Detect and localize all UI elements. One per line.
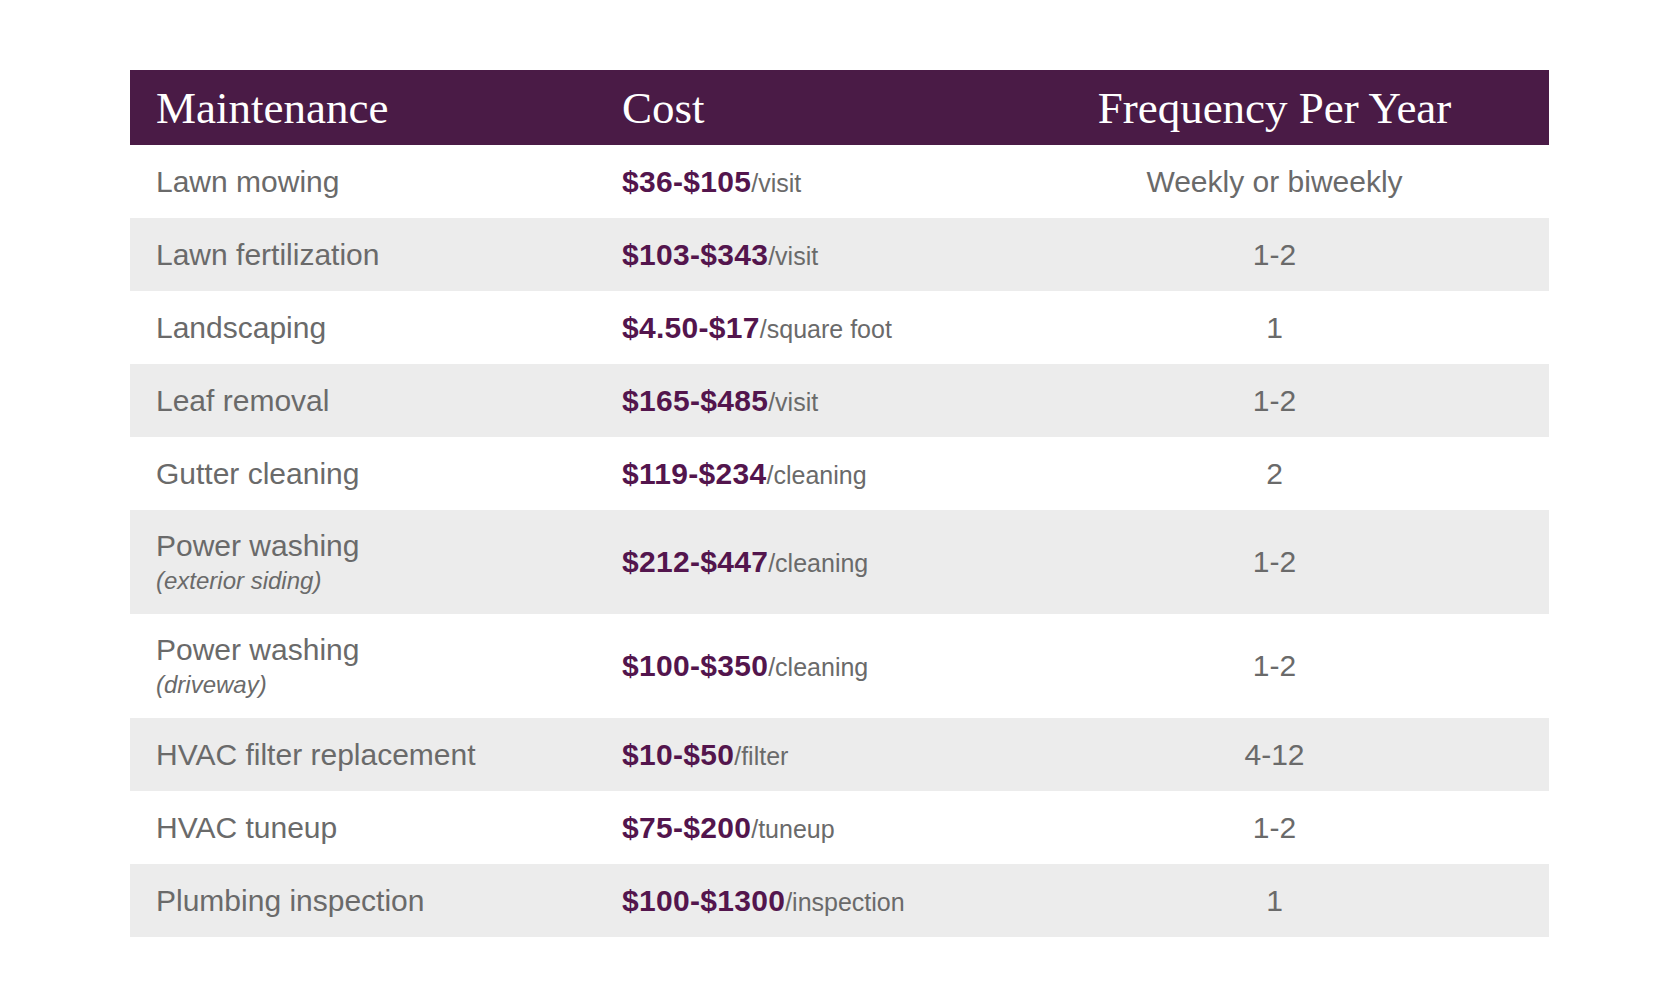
frequency-cell: Weekly or biweekly [1000, 165, 1549, 199]
cost-range: $4.50-$17 [622, 311, 760, 344]
table-row: Landscaping $4.50-$17/square foot 1 [130, 291, 1549, 364]
maintenance-cell: Landscaping [130, 310, 600, 346]
cost-range: $10-$50 [622, 738, 734, 771]
cost-range: $212-$447 [622, 545, 768, 578]
maintenance-cell: Leaf removal [130, 383, 600, 419]
cost-unit: /inspection [785, 888, 905, 916]
cost-unit: /visit [768, 242, 818, 270]
cost-unit: /cleaning [768, 549, 868, 577]
cost-range: $36-$105 [622, 165, 751, 198]
frequency-cell: 1 [1000, 884, 1549, 918]
frequency-cell: 1-2 [1000, 238, 1549, 272]
cost-range: $100-$1300 [622, 884, 785, 917]
table-row: HVAC filter replacement $10-$50/filter 4… [130, 718, 1549, 791]
table-row: Plumbing inspection $100-$1300/inspectio… [130, 864, 1549, 937]
maintenance-name: Lawn mowing [156, 164, 600, 200]
cost-cell: $212-$447/cleaning [600, 545, 1000, 579]
cost-range: $103-$343 [622, 238, 768, 271]
maintenance-name: Power washing [156, 632, 600, 668]
maintenance-name: Plumbing inspection [156, 883, 600, 919]
cost-unit: /cleaning [768, 653, 868, 681]
table-row: HVAC tuneup $75-$200/tuneup 1-2 [130, 791, 1549, 864]
maintenance-name: Lawn fertilization [156, 237, 600, 273]
column-header-frequency: Frequency Per Year [1000, 82, 1549, 134]
cost-unit: /visit [751, 169, 801, 197]
table-row: Lawn fertilization $103-$343/visit 1-2 [130, 218, 1549, 291]
cost-range: $100-$350 [622, 649, 768, 682]
frequency-cell: 1-2 [1000, 649, 1549, 683]
cost-cell: $100-$350/cleaning [600, 649, 1000, 683]
maintenance-subnote: (driveway) [156, 671, 600, 700]
frequency-cell: 1-2 [1000, 384, 1549, 418]
table-header-row: Maintenance Cost Frequency Per Year [130, 70, 1549, 145]
maintenance-cell: HVAC tuneup [130, 810, 600, 846]
column-header-maintenance: Maintenance [130, 82, 600, 134]
cost-cell: $36-$105/visit [600, 165, 1000, 199]
cost-range: $75-$200 [622, 811, 751, 844]
frequency-cell: 1-2 [1000, 811, 1549, 845]
table-row: Leaf removal $165-$485/visit 1-2 [130, 364, 1549, 437]
maintenance-cost-table: Maintenance Cost Frequency Per Year Lawn… [130, 70, 1549, 937]
maintenance-name: Gutter cleaning [156, 456, 600, 492]
column-header-cost: Cost [600, 82, 1000, 134]
cost-unit: /tuneup [751, 815, 834, 843]
frequency-cell: 1 [1000, 311, 1549, 345]
cost-unit: /filter [734, 742, 788, 770]
table-row: Gutter cleaning $119-$234/cleaning 2 [130, 437, 1549, 510]
table-row: Power washing (exterior siding) $212-$44… [130, 510, 1549, 614]
maintenance-cell: Power washing (driveway) [130, 632, 600, 700]
maintenance-cell: Lawn mowing [130, 164, 600, 200]
cost-cell: $165-$485/visit [600, 384, 1000, 418]
maintenance-name: Landscaping [156, 310, 600, 346]
cost-unit: /cleaning [767, 461, 867, 489]
frequency-cell: 1-2 [1000, 545, 1549, 579]
maintenance-cell: Gutter cleaning [130, 456, 600, 492]
frequency-cell: 4-12 [1000, 738, 1549, 772]
maintenance-cell: Lawn fertilization [130, 237, 600, 273]
cost-cell: $4.50-$17/square foot [600, 311, 1000, 345]
cost-cell: $75-$200/tuneup [600, 811, 1000, 845]
cost-cell: $119-$234/cleaning [600, 457, 1000, 491]
cost-cell: $103-$343/visit [600, 238, 1000, 272]
cost-cell: $10-$50/filter [600, 738, 1000, 772]
maintenance-name: Leaf removal [156, 383, 600, 419]
maintenance-subnote: (exterior siding) [156, 567, 600, 596]
cost-range: $165-$485 [622, 384, 768, 417]
cost-cell: $100-$1300/inspection [600, 884, 1000, 918]
cost-unit: /visit [768, 388, 818, 416]
maintenance-name: HVAC filter replacement [156, 737, 600, 773]
maintenance-cell: Plumbing inspection [130, 883, 600, 919]
maintenance-cell: Power washing (exterior siding) [130, 528, 600, 596]
frequency-cell: 2 [1000, 457, 1549, 491]
maintenance-cell: HVAC filter replacement [130, 737, 600, 773]
maintenance-name: HVAC tuneup [156, 810, 600, 846]
maintenance-name: Power washing [156, 528, 600, 564]
table-body: Lawn mowing $36-$105/visit Weekly or biw… [130, 145, 1549, 937]
cost-unit: /square foot [760, 315, 892, 343]
table-row: Power washing (driveway) $100-$350/clean… [130, 614, 1549, 718]
table-row: Lawn mowing $36-$105/visit Weekly or biw… [130, 145, 1549, 218]
cost-range: $119-$234 [622, 457, 767, 490]
